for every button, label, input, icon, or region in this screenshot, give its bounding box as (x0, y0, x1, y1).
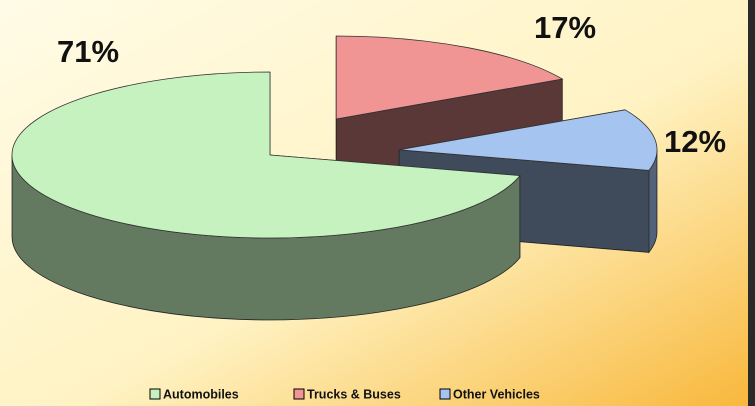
slice-top (335, 35, 564, 120)
labels: 17% 12% 71% (57, 10, 726, 159)
slice-wall-shade (12, 155, 520, 320)
legend: Automobiles Trucks & Buses Other Vehicles (149, 387, 540, 401)
legend-swatch (439, 388, 451, 400)
legend-label: Trucks & Buses (307, 387, 401, 401)
value-label: 17% (534, 10, 596, 45)
slice-wall-shade (648, 149, 657, 253)
legend-label: Automobiles (163, 387, 239, 401)
legend-swatch (149, 388, 161, 400)
slice-top (398, 109, 658, 171)
frame-edge (748, 0, 755, 406)
legend-label: Other Vehicles (453, 387, 540, 401)
pie (11, 35, 658, 321)
value-label: 71% (57, 34, 119, 69)
value-label: 12% (664, 124, 726, 159)
slice-top (11, 71, 521, 239)
legend-swatch (293, 388, 305, 400)
